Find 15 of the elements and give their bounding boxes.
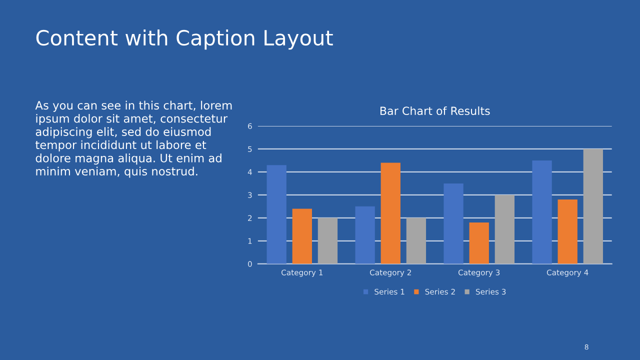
bar — [318, 218, 338, 264]
bar — [292, 208, 312, 264]
text: As you can see in this chart, lorem ipsum dolor sit amet, consectetur adipiscing elit, sed do eiusmod tempor incididunt ut labore et dolore magna aliqua. Ut enim ad minim veniam, quis nostrud. — [35, 100, 232, 178]
bar — [583, 148, 603, 264]
bar — [532, 160, 552, 264]
chart-title: Bar Chart of Results — [380, 106, 490, 116]
bar — [355, 206, 375, 264]
text: Content with Caption Layout — [36, 30, 333, 50]
bar — [406, 218, 426, 264]
bar — [380, 162, 400, 264]
bar — [444, 183, 464, 264]
bar — [469, 222, 489, 264]
bar — [558, 200, 578, 264]
bar — [266, 165, 286, 264]
bar — [494, 194, 515, 264]
